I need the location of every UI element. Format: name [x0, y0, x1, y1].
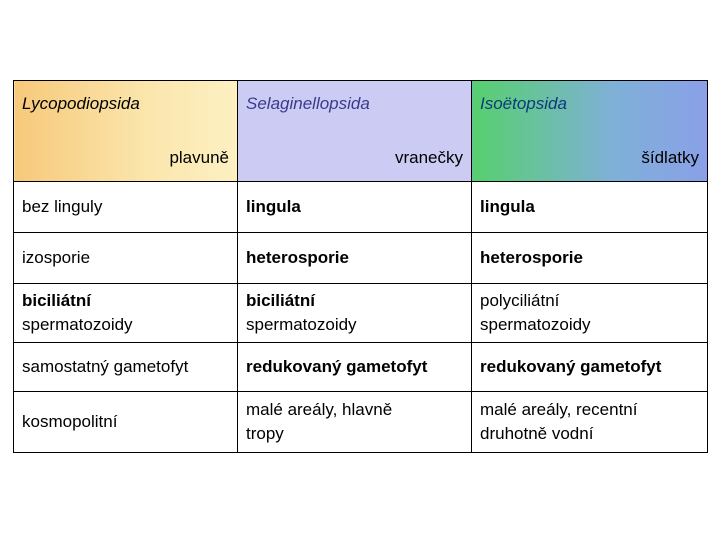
- table-cell: biciliátní spermatozoidy: [13, 283, 238, 343]
- cell-line: malé areály, recentní: [480, 400, 638, 419]
- cell-line: tropy: [246, 424, 284, 443]
- table-cell: izosporie: [13, 232, 238, 284]
- header-isoetopsida: Isoëtopsida šídlatky: [471, 80, 708, 182]
- table-row: bez linguly lingula lingula: [13, 181, 708, 233]
- taxon-name: Selaginellopsida: [246, 94, 370, 113]
- cell-line: biciliátní: [246, 291, 315, 310]
- comparison-table: Lycopodiopsida plavuně Selaginellopsida …: [13, 80, 708, 453]
- table-cell: polyciliátní spermatozoidy: [471, 283, 708, 343]
- header-lycopodiopsida: Lycopodiopsida plavuně: [13, 80, 238, 182]
- cell-line: biciliátní: [22, 291, 91, 310]
- table-cell: heterosporie: [471, 232, 708, 284]
- cell-line: spermatozoidy: [22, 315, 133, 334]
- table-row: kosmopolitní malé areály, hlavně tropy m…: [13, 391, 708, 453]
- header-row: Lycopodiopsida plavuně Selaginellopsida …: [13, 80, 708, 182]
- taxon-name: Isoëtopsida: [480, 94, 567, 113]
- cell-line: spermatozoidy: [480, 315, 591, 334]
- table-row: samostatný gametofyt redukovaný gametofy…: [13, 342, 708, 392]
- common-name: plavuně: [169, 148, 229, 167]
- table-row: izosporie heterosporie heterosporie: [13, 232, 708, 284]
- cell-line: malé areály, hlavně: [246, 400, 393, 419]
- table-cell: malé areály, hlavně tropy: [237, 391, 472, 453]
- table-cell: redukovaný gametofyt: [471, 342, 708, 392]
- table-cell: lingula: [471, 181, 708, 233]
- common-name: šídlatky: [641, 148, 699, 167]
- cell-line: spermatozoidy: [246, 315, 357, 334]
- table-cell: malé areály, recentní druhotně vodní: [471, 391, 708, 453]
- cell-line: polyciliátní: [480, 291, 560, 310]
- table-cell: heterosporie: [237, 232, 472, 284]
- taxon-name: Lycopodiopsida: [22, 94, 140, 113]
- cell-line: druhotně vodní: [480, 424, 594, 443]
- header-selaginellopsida: Selaginellopsida vranečky: [237, 80, 472, 182]
- table-row: biciliátní spermatozoidy biciliátní sper…: [13, 283, 708, 343]
- table-cell: kosmopolitní: [13, 391, 238, 453]
- table-cell: biciliátní spermatozoidy: [237, 283, 472, 343]
- table-cell: lingula: [237, 181, 472, 233]
- table-cell: samostatný gametofyt: [13, 342, 238, 392]
- table-cell: redukovaný gametofyt: [237, 342, 472, 392]
- table-cell: bez linguly: [13, 181, 238, 233]
- common-name: vranečky: [394, 148, 463, 167]
